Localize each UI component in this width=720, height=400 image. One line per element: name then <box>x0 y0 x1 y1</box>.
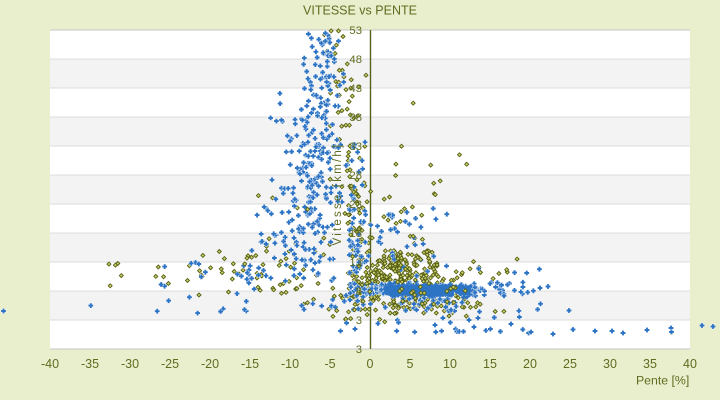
svg-text:-35: -35 <box>81 357 99 371</box>
svg-text:-10: -10 <box>281 357 299 371</box>
svg-text:Vitesse [km/h]: Vitesse [km/h] <box>332 143 344 246</box>
svg-text:-40: -40 <box>41 357 59 371</box>
svg-text:18: 18 <box>349 228 362 240</box>
svg-text:3: 3 <box>356 344 362 356</box>
svg-text:20: 20 <box>523 357 537 371</box>
svg-text:VITESSE vs PENTE: VITESSE vs PENTE <box>303 3 417 17</box>
svg-text:48: 48 <box>349 54 362 66</box>
svg-text:0: 0 <box>367 357 374 371</box>
svg-text:-5: -5 <box>324 357 335 371</box>
svg-text:8: 8 <box>356 286 362 298</box>
svg-text:25: 25 <box>563 357 577 371</box>
svg-text:-20: -20 <box>201 357 219 371</box>
svg-text:35: 35 <box>643 357 657 371</box>
svg-text:30: 30 <box>603 357 617 371</box>
svg-text:5: 5 <box>407 357 414 371</box>
svg-text:3: 3 <box>356 315 362 327</box>
svg-text:53: 53 <box>349 25 362 37</box>
svg-text:-25: -25 <box>161 357 179 371</box>
svg-text:23: 23 <box>349 199 362 211</box>
svg-text:-15: -15 <box>241 357 259 371</box>
svg-text:28: 28 <box>349 170 362 182</box>
svg-text:-30: -30 <box>121 357 139 371</box>
svg-text:15: 15 <box>483 357 497 371</box>
svg-text:43: 43 <box>349 83 362 95</box>
svg-text:Pente [%]: Pente [%] <box>636 374 689 388</box>
svg-text:13: 13 <box>349 257 362 269</box>
svg-text:40: 40 <box>683 357 697 371</box>
svg-text:10: 10 <box>443 357 457 371</box>
svg-text:38: 38 <box>349 112 362 124</box>
svg-text:33: 33 <box>349 141 362 153</box>
